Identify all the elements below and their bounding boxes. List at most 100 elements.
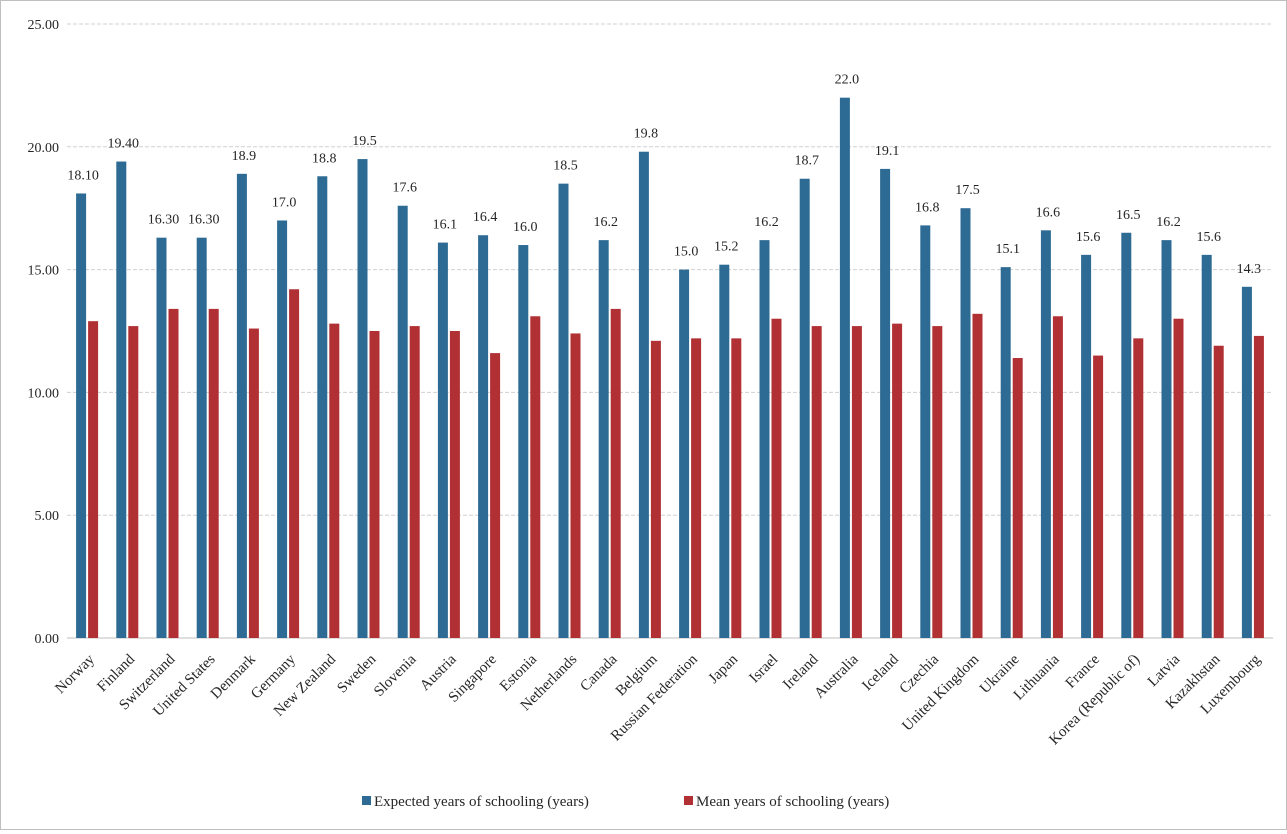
bar-mean <box>530 316 541 638</box>
bars <box>76 97 1264 639</box>
bar-mean <box>168 308 179 638</box>
data-label-expected: 18.9 <box>232 149 257 164</box>
data-label-expected: 16.5 <box>1116 208 1141 223</box>
bar-mean <box>1093 355 1104 638</box>
y-tick-label: 5.00 <box>35 509 60 524</box>
bar-expected <box>880 168 891 639</box>
bar-expected <box>437 242 448 639</box>
bar-expected <box>478 235 489 638</box>
bar-mean <box>88 321 99 638</box>
bar-expected <box>960 208 971 638</box>
bar-expected <box>1201 254 1212 638</box>
bar-expected <box>638 151 649 638</box>
gridlines <box>67 23 1273 639</box>
data-label-expected: 19.5 <box>352 134 377 149</box>
data-label-expected: 16.0 <box>513 220 538 235</box>
data-label-expected: 16.1 <box>433 218 458 233</box>
bar-expected <box>357 159 368 638</box>
data-label-expected: 17.0 <box>272 195 297 210</box>
data-label-expected: 18.10 <box>67 168 99 183</box>
y-tick-label: 15.00 <box>28 264 60 279</box>
bar-expected <box>397 205 408 638</box>
legend-swatch-mean <box>684 796 693 805</box>
data-label-expected: 18.8 <box>312 151 337 166</box>
category-label: Israel <box>746 652 781 687</box>
bar-mean <box>490 353 501 638</box>
data-label-expected: 18.7 <box>794 154 819 169</box>
bar-mean <box>771 318 782 638</box>
bar-expected <box>1161 240 1172 639</box>
bar-mean <box>409 326 420 638</box>
data-label-expected: 14.3 <box>1237 262 1262 277</box>
data-label-expected: 17.5 <box>955 183 980 198</box>
bar-mean <box>208 308 219 638</box>
legend-label-expected: Expected years of schooling (years) <box>374 794 589 810</box>
bar-expected <box>1000 267 1011 638</box>
bar-mean <box>1253 335 1264 638</box>
bar-mean <box>449 331 460 638</box>
bar-expected <box>236 173 247 639</box>
legend-label-mean: Mean years of schooling (years) <box>696 794 889 810</box>
data-label-expected: 16.2 <box>593 215 618 230</box>
legend-swatch-expected <box>362 796 371 805</box>
data-label-expected: 17.6 <box>392 181 417 196</box>
data-label-expected: 16.4 <box>473 210 498 225</box>
bar-expected <box>1040 230 1051 638</box>
bar-expected <box>839 97 850 639</box>
bar-mean <box>610 308 621 638</box>
bar-expected <box>1081 254 1092 638</box>
bar-mean <box>570 333 581 638</box>
bar-expected <box>196 237 207 638</box>
data-label-expected: 15.2 <box>714 240 739 255</box>
y-tick-label: 25.00 <box>28 18 60 33</box>
data-label-expected: 19.40 <box>108 137 140 152</box>
data-label-expected: 16.2 <box>754 215 779 230</box>
bar-expected <box>598 240 609 639</box>
bar-expected <box>1241 286 1252 638</box>
bar-mean <box>1012 358 1023 638</box>
bar-expected <box>759 240 770 639</box>
data-label-expected: 16.2 <box>1156 215 1181 230</box>
data-label-expected: 15.1 <box>995 242 1020 257</box>
data-label-expected: 19.1 <box>875 144 900 159</box>
bar-mean <box>289 289 300 638</box>
legend: Expected years of schooling (years) Mean … <box>362 794 889 810</box>
data-label-expected: 15.6 <box>1076 230 1101 245</box>
y-axis-ticks: 0.00 5.00 10.00 15.00 20.00 25.00 <box>28 18 60 647</box>
data-label-expected: 16.6 <box>1036 205 1061 220</box>
bar-expected <box>719 264 730 638</box>
bar-mean <box>892 323 903 638</box>
bar-mean <box>369 331 380 638</box>
bar-mean <box>650 340 661 638</box>
category-label: Iceland <box>859 651 902 694</box>
bar-expected <box>116 161 127 638</box>
bar-mean <box>972 313 983 638</box>
data-label-expected: 18.5 <box>553 159 578 174</box>
y-tick-label: 10.00 <box>28 386 60 401</box>
y-tick-label: 20.00 <box>28 141 60 156</box>
data-label-expected: 16.30 <box>148 213 180 228</box>
bar-mean <box>1173 318 1184 638</box>
bar-expected <box>558 183 569 638</box>
bar-mean <box>329 323 340 638</box>
category-label: Slovenia <box>371 651 420 700</box>
category-label: Australia <box>812 651 862 701</box>
bar-expected <box>518 245 529 639</box>
bar-expected <box>920 225 931 638</box>
bar-expected <box>76 193 87 639</box>
bar-mean <box>1052 316 1063 638</box>
data-labels: 18.10 19.40 16.30 16.30 18.9 17.0 18.8 19.5 17.6… <box>67 73 1261 277</box>
data-label-expected: 16.30 <box>188 213 220 228</box>
bar-mean <box>851 326 862 638</box>
bar-mean <box>248 328 259 638</box>
bar-expected <box>1121 232 1132 638</box>
bar-mean <box>731 338 742 638</box>
bar-expected <box>156 237 167 638</box>
bar-mean <box>1213 345 1224 638</box>
data-label-expected: 15.6 <box>1196 230 1221 245</box>
bar-mean <box>128 326 139 638</box>
bar-mean <box>811 326 822 638</box>
